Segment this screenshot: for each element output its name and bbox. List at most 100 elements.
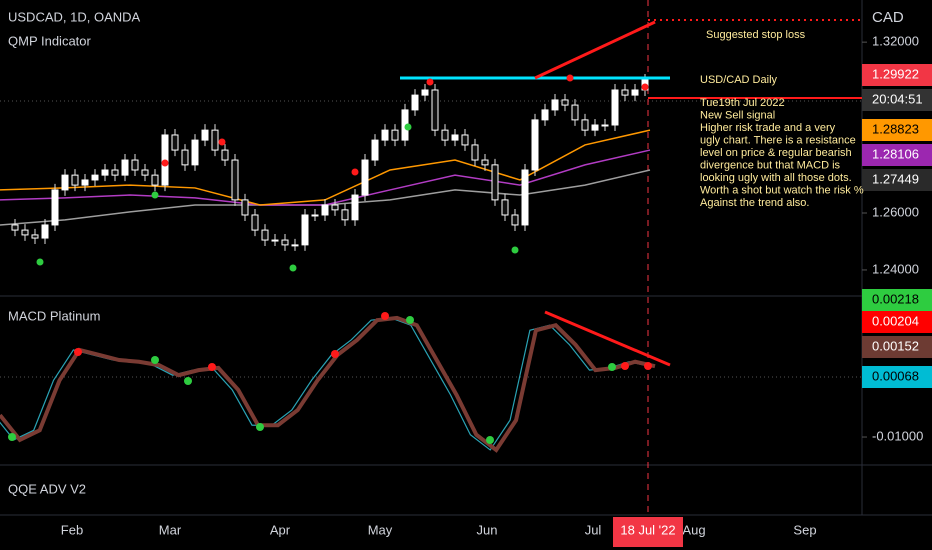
candle — [211, 129, 219, 151]
dot — [208, 363, 216, 371]
dot — [289, 264, 297, 272]
dot — [608, 363, 616, 371]
candle — [301, 214, 309, 246]
divergence-line — [544, 310, 671, 367]
x-tick-label: Apr — [270, 522, 291, 537]
ma-label-bg — [862, 169, 932, 191]
candle — [491, 164, 499, 201]
dot — [256, 423, 264, 431]
dot — [566, 74, 574, 82]
annotation: Against the trend also. — [700, 197, 809, 209]
candle — [441, 129, 449, 141]
panel-title: MACD Platinum — [8, 308, 100, 323]
candle — [311, 214, 319, 217]
candle — [101, 169, 109, 176]
dot — [426, 78, 434, 86]
candle — [501, 199, 509, 216]
candle — [481, 159, 489, 166]
x-tick-label: May — [368, 522, 393, 537]
dot — [161, 159, 169, 167]
dot — [351, 168, 359, 176]
candle — [591, 124, 599, 131]
dot — [406, 316, 414, 324]
dot — [511, 246, 519, 254]
candle — [361, 159, 369, 196]
trendline — [534, 20, 656, 80]
candle — [391, 129, 399, 141]
candle — [81, 179, 89, 186]
candle — [551, 99, 559, 111]
candle — [411, 94, 419, 111]
annotation: Worth a shot but watch the risk % — [700, 184, 864, 196]
y-tick-label: 1.32000 — [872, 34, 919, 49]
macd-label-bg — [862, 289, 932, 311]
candle — [471, 144, 479, 161]
indicator: QMP Indicator — [8, 33, 92, 48]
dot — [486, 436, 494, 444]
candle — [131, 159, 139, 171]
x-tick-label: Jul — [585, 522, 602, 537]
x-tick-label: Jun — [477, 522, 498, 537]
candle — [371, 139, 379, 161]
annotation: USD/CAD Daily — [700, 74, 778, 86]
currency: CAD — [872, 9, 904, 26]
annotation: New Sell signal — [700, 109, 775, 121]
dot — [74, 348, 82, 356]
candle — [561, 99, 569, 106]
dot — [218, 138, 226, 146]
candle — [381, 129, 389, 141]
macd-label: 0.00068 — [872, 368, 919, 383]
macd-label: 0.00218 — [872, 291, 919, 306]
signal-dots — [8, 74, 652, 444]
y-tick-label: 1.26000 — [872, 204, 919, 219]
symbol: USDCAD, 1D, OANDA — [8, 9, 141, 24]
candle — [251, 214, 259, 231]
x-tick-label: Feb — [61, 522, 83, 537]
candle — [421, 89, 429, 96]
macd-label-bg — [862, 366, 932, 388]
dot — [644, 362, 652, 370]
dot — [151, 356, 159, 364]
candle — [341, 209, 349, 221]
annotation: looking ugly with all those dots. — [700, 172, 852, 184]
candle — [281, 239, 289, 246]
last-price-bg — [862, 64, 932, 86]
candle — [11, 224, 19, 231]
candle — [231, 159, 239, 201]
candle — [31, 234, 39, 239]
candle — [431, 89, 439, 131]
candle — [611, 89, 619, 126]
annotation: level on price & regular bearish — [700, 147, 852, 159]
candle — [521, 169, 529, 226]
macd-line — [0, 315, 656, 453]
candle — [41, 224, 49, 239]
candle — [451, 134, 459, 141]
y-tick-label: -0.01000 — [872, 428, 923, 443]
candle — [91, 174, 99, 181]
annotation: Higher risk trade and a very — [700, 122, 836, 134]
candle — [581, 119, 589, 131]
candle — [51, 189, 59, 226]
ma-label-bg — [862, 144, 932, 166]
candle — [351, 194, 359, 221]
last-price: 1.29922 — [872, 66, 919, 81]
macd-label-bg — [862, 311, 932, 333]
candle — [71, 174, 79, 186]
annotation: ugly chart. There is a resistance — [700, 134, 856, 146]
candle — [201, 129, 209, 141]
dot — [381, 312, 389, 320]
candle — [61, 174, 69, 191]
candle — [631, 89, 639, 96]
countdown-bg — [862, 89, 932, 111]
y-tick-label: 1.24000 — [872, 261, 919, 276]
current-date: 18 Jul '22 — [620, 522, 675, 537]
candle — [541, 109, 549, 121]
dot — [331, 350, 339, 358]
macd-label: 0.00204 — [872, 313, 919, 328]
candle — [111, 169, 119, 176]
x-tick-label: Sep — [793, 522, 816, 537]
countdown: 20:04:51 — [872, 91, 923, 106]
dot — [641, 83, 649, 91]
candle — [151, 174, 159, 186]
